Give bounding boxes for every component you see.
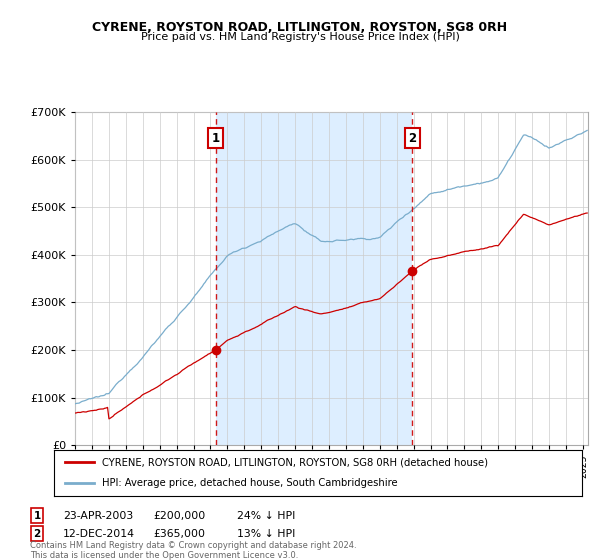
Text: 23-APR-2003: 23-APR-2003 xyxy=(63,511,133,521)
Bar xyxy=(215,112,412,445)
Text: 24% ↓ HPI: 24% ↓ HPI xyxy=(237,511,295,521)
Text: Contains HM Land Registry data © Crown copyright and database right 2024.
This d: Contains HM Land Registry data © Crown c… xyxy=(30,541,356,560)
Text: 12-DEC-2014: 12-DEC-2014 xyxy=(63,529,135,539)
Text: Price paid vs. HM Land Registry's House Price Index (HPI): Price paid vs. HM Land Registry's House … xyxy=(140,32,460,42)
Text: CYRENE, ROYSTON ROAD, LITLINGTON, ROYSTON, SG8 0RH: CYRENE, ROYSTON ROAD, LITLINGTON, ROYSTO… xyxy=(92,21,508,34)
Text: 2: 2 xyxy=(34,529,41,539)
Text: 13% ↓ HPI: 13% ↓ HPI xyxy=(237,529,295,539)
Text: 2: 2 xyxy=(408,132,416,144)
Text: HPI: Average price, detached house, South Cambridgeshire: HPI: Average price, detached house, Sout… xyxy=(101,478,397,488)
Text: £365,000: £365,000 xyxy=(153,529,205,539)
Text: CYRENE, ROYSTON ROAD, LITLINGTON, ROYSTON, SG8 0RH (detached house): CYRENE, ROYSTON ROAD, LITLINGTON, ROYSTO… xyxy=(101,457,488,467)
Text: £200,000: £200,000 xyxy=(153,511,205,521)
Text: 1: 1 xyxy=(34,511,41,521)
Text: 1: 1 xyxy=(211,132,220,144)
